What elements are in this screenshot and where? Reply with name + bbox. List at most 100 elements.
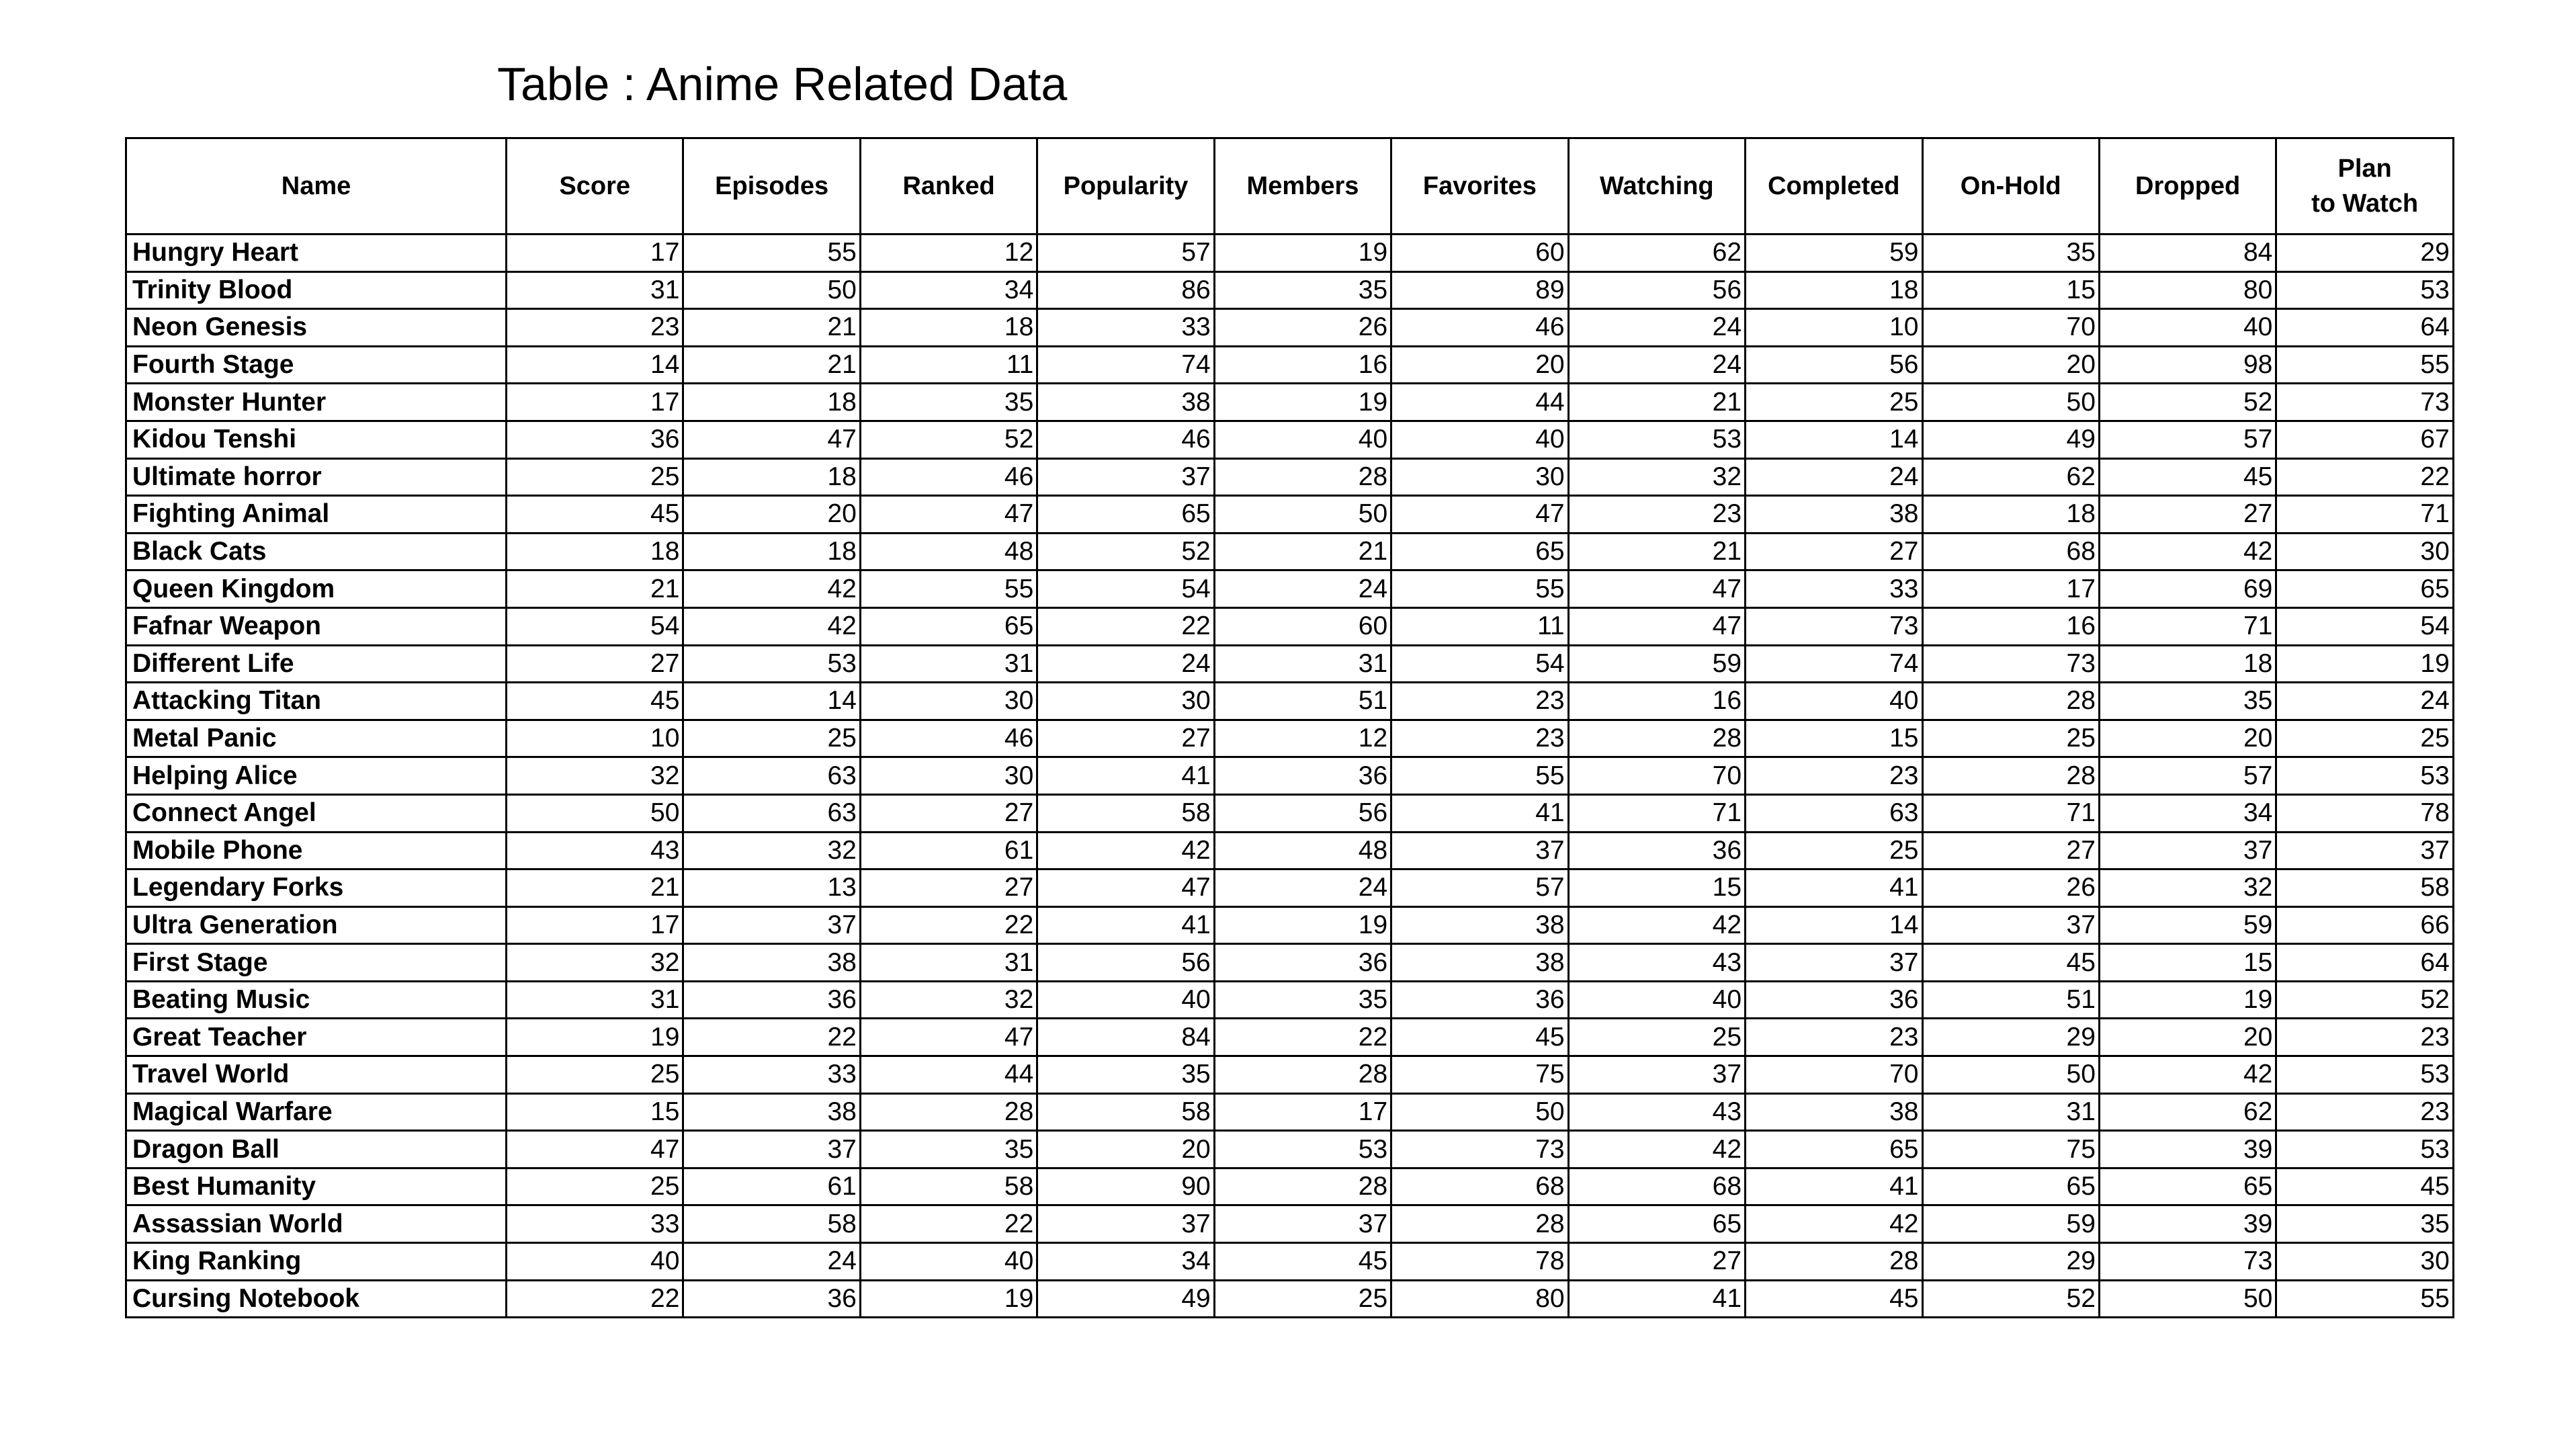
- cell-episodes: 25: [682, 718, 861, 759]
- cell-episodes: 13: [682, 868, 861, 908]
- cell-completed: 70: [1744, 1055, 1924, 1095]
- cell-name: Hungry Heart: [125, 233, 507, 273]
- table-row: Travel World 25 33 44 35 28 75 37 70 50 42 53: [125, 1055, 2454, 1095]
- cell-watching: 68: [1567, 1166, 1747, 1207]
- cell-popularity: 84: [1036, 1017, 1215, 1058]
- table-row: Neon Genesis 23 21 18 33 26 46 24 10 70 40 64: [125, 308, 2454, 347]
- cell-name: Beating Music: [125, 980, 507, 1020]
- table-row: Monster Hunter 17 18 35 38 19 44 21 25 50 52 73: [125, 382, 2454, 422]
- cell-score: 32: [505, 756, 685, 796]
- cell-dropped: 35: [2098, 681, 2278, 721]
- cell-members: 53: [1213, 1130, 1393, 1169]
- cell-members: 31: [1213, 644, 1393, 684]
- column-header-watching: Watching: [1567, 137, 1747, 235]
- cell-favorites: 55: [1390, 569, 1570, 609]
- cell-completed: 28: [1744, 1242, 1924, 1281]
- cell-ranked: 46: [859, 718, 1039, 759]
- column-header-episodes: Episodes: [682, 137, 861, 235]
- cell-score: 36: [505, 419, 685, 460]
- cell-watching: 62: [1567, 233, 1747, 273]
- cell-completed: 38: [1744, 1092, 1924, 1132]
- table-row: Attacking Titan 45 14 30 30 51 23 16 40 28 35 24: [125, 681, 2454, 721]
- table-row: King Ranking 40 24 40 34 45 78 27 28 29 73 30: [125, 1242, 2454, 1281]
- cell-episodes: 37: [682, 1130, 861, 1169]
- cell-popularity: 41: [1036, 756, 1215, 796]
- cell-on-hold: 50: [1921, 1055, 2100, 1095]
- cell-completed: 27: [1744, 531, 1924, 572]
- cell-watching: 70: [1567, 756, 1747, 796]
- cell-score: 17: [505, 233, 685, 273]
- cell-completed: 23: [1744, 1017, 1924, 1058]
- cell-on-hold: 25: [1921, 718, 2100, 759]
- cell-favorites: 65: [1390, 531, 1570, 572]
- cell-favorites: 30: [1390, 457, 1570, 497]
- table-row: Beating Music 31 36 32 40 35 36 40 36 51 19 52: [125, 980, 2454, 1020]
- cell-members: 17: [1213, 1092, 1393, 1132]
- cell-watching: 47: [1567, 569, 1747, 609]
- cell-name: Different Life: [125, 644, 507, 684]
- cell-popularity: 58: [1036, 1092, 1215, 1132]
- cell-episodes: 50: [682, 270, 861, 310]
- cell-episodes: 21: [682, 308, 861, 347]
- cell-favorites: 38: [1390, 943, 1570, 982]
- cell-name: Fighting Animal: [125, 495, 507, 534]
- cell-plan-to-watch: 55: [2275, 345, 2454, 385]
- cell-ranked: 47: [859, 495, 1039, 534]
- cell-plan-to-watch: 53: [2275, 1130, 2454, 1169]
- cell-ranked: 31: [859, 644, 1039, 684]
- cell-completed: 18: [1744, 270, 1924, 310]
- cell-favorites: 11: [1390, 606, 1570, 646]
- cell-members: 28: [1213, 457, 1393, 497]
- table-row: Helping Alice 32 63 30 41 36 55 70 23 28 57 53: [125, 756, 2454, 796]
- cell-popularity: 34: [1036, 1242, 1215, 1281]
- table-row: Best Humanity 25 61 58 90 28 68 68 41 65 65 45: [125, 1166, 2454, 1207]
- cell-completed: 24: [1744, 457, 1924, 497]
- cell-plan-to-watch: 23: [2275, 1017, 2454, 1058]
- cell-plan-to-watch: 35: [2275, 1204, 2454, 1244]
- cell-plan-to-watch: 55: [2275, 1279, 2454, 1319]
- cell-dropped: 50: [2098, 1279, 2278, 1319]
- cell-completed: 73: [1744, 606, 1924, 646]
- cell-ranked: 31: [859, 943, 1039, 982]
- cell-ranked: 35: [859, 382, 1039, 422]
- cell-on-hold: 26: [1921, 868, 2100, 908]
- table-row: Fafnar Weapon 54 42 65 22 60 11 47 73 16 71 54: [125, 606, 2454, 646]
- cell-episodes: 32: [682, 831, 861, 871]
- cell-score: 43: [505, 831, 685, 871]
- cell-dropped: 34: [2098, 793, 2278, 833]
- cell-name: Cursing Notebook: [125, 1279, 507, 1319]
- cell-watching: 32: [1567, 457, 1747, 497]
- cell-score: 31: [505, 980, 685, 1020]
- cell-on-hold: 75: [1921, 1130, 2100, 1169]
- cell-dropped: 18: [2098, 644, 2278, 684]
- cell-watching: 42: [1567, 905, 1747, 945]
- cell-ranked: 58: [859, 1166, 1039, 1207]
- cell-episodes: 18: [682, 531, 861, 572]
- cell-members: 19: [1213, 233, 1393, 273]
- column-header-completed: Completed: [1744, 137, 1924, 235]
- cell-favorites: 50: [1390, 1092, 1570, 1132]
- cell-favorites: 78: [1390, 1242, 1570, 1281]
- cell-completed: 63: [1744, 793, 1924, 833]
- cell-popularity: 86: [1036, 270, 1215, 310]
- cell-members: 19: [1213, 905, 1393, 945]
- cell-name: Neon Genesis: [125, 308, 507, 347]
- cell-popularity: 74: [1036, 345, 1215, 385]
- cell-watching: 24: [1567, 308, 1747, 347]
- cell-dropped: 39: [2098, 1204, 2278, 1244]
- cell-episodes: 18: [682, 457, 861, 497]
- cell-score: 54: [505, 606, 685, 646]
- cell-watching: 47: [1567, 606, 1747, 646]
- cell-popularity: 65: [1036, 495, 1215, 534]
- cell-watching: 36: [1567, 831, 1747, 871]
- cell-plan-to-watch: 67: [2275, 419, 2454, 460]
- cell-name: Metal Panic: [125, 718, 507, 759]
- cell-plan-to-watch: 52: [2275, 980, 2454, 1020]
- cell-favorites: 73: [1390, 1130, 1570, 1169]
- cell-ranked: 22: [859, 905, 1039, 945]
- cell-plan-to-watch: 53: [2275, 756, 2454, 796]
- cell-dropped: 20: [2098, 1017, 2278, 1058]
- cell-dropped: 71: [2098, 606, 2278, 646]
- cell-members: 26: [1213, 308, 1393, 347]
- cell-members: 22: [1213, 1017, 1393, 1058]
